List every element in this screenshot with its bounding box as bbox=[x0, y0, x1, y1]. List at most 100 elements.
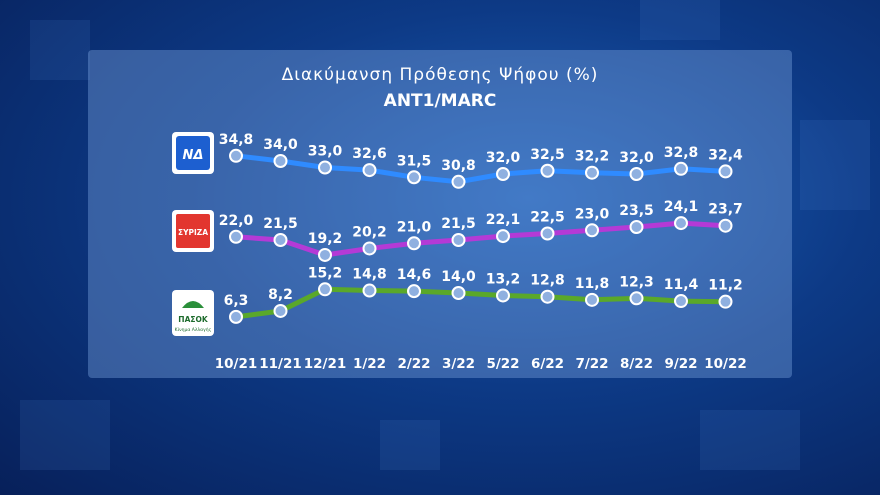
data-label: 15,2 bbox=[308, 265, 343, 281]
x-tick-label: 6/22 bbox=[531, 356, 564, 372]
data-point bbox=[362, 163, 377, 178]
data-point bbox=[451, 286, 466, 300]
series-line bbox=[235, 220, 726, 258]
pasok-logo: ΠΑΣΟΚ Κίνημα Αλλαγής bbox=[172, 290, 214, 336]
data-point bbox=[540, 163, 555, 178]
data-point bbox=[718, 218, 733, 233]
data-point bbox=[318, 160, 332, 175]
data-label: 20,2 bbox=[352, 224, 387, 240]
data-point bbox=[496, 167, 510, 181]
data-label: 14,8 bbox=[352, 267, 387, 283]
syriza-logo: ΣΥΡΙΖΑ bbox=[172, 210, 214, 252]
data-point bbox=[540, 289, 555, 304]
data-point bbox=[229, 229, 243, 244]
svg-text:ΝΔ: ΝΔ bbox=[183, 148, 204, 163]
data-label: 11,8 bbox=[575, 276, 610, 292]
data-point bbox=[407, 170, 421, 185]
data-label: 13,2 bbox=[486, 271, 521, 287]
background-tile bbox=[640, 0, 720, 40]
data-point bbox=[362, 283, 377, 298]
data-point bbox=[540, 226, 555, 241]
background-tile bbox=[20, 400, 110, 470]
chart-panel: Διακύμανση Πρόθεσης Ψήφου (%) ANT1/MARC … bbox=[88, 50, 792, 378]
x-tick-label: 9/22 bbox=[664, 356, 697, 372]
svg-text:ΠΑΣΟΚ: ΠΑΣΟΚ bbox=[178, 315, 209, 324]
data-label: 34,0 bbox=[263, 137, 298, 153]
data-label: 32,5 bbox=[530, 147, 565, 163]
data-label: 32,6 bbox=[352, 146, 387, 162]
data-label: 21,0 bbox=[397, 219, 432, 235]
background-tile bbox=[30, 20, 90, 80]
data-label: 14,0 bbox=[441, 269, 476, 285]
data-label: 19,2 bbox=[308, 231, 343, 247]
data-label: 12,8 bbox=[530, 273, 565, 289]
data-point bbox=[496, 288, 510, 303]
data-label: 32,2 bbox=[575, 149, 610, 165]
data-point bbox=[718, 164, 733, 179]
x-tick-label: 10/21 bbox=[215, 356, 258, 372]
data-point bbox=[451, 233, 466, 247]
data-label: 23,7 bbox=[708, 202, 743, 218]
data-label: 33,0 bbox=[308, 144, 343, 160]
data-label: 30,8 bbox=[441, 158, 476, 174]
data-point bbox=[273, 154, 288, 168]
data-point bbox=[229, 309, 243, 324]
x-axis: 10/21 11/21 12/21 1/22 2/22 3/22 5/22 6/22 7/22 8… bbox=[215, 356, 747, 372]
data-label: 21,5 bbox=[441, 216, 476, 232]
x-tick-label: 8/22 bbox=[620, 356, 653, 372]
data-point bbox=[273, 233, 288, 247]
data-point bbox=[674, 294, 688, 309]
data-point bbox=[674, 161, 688, 176]
data-label: 14,6 bbox=[397, 267, 432, 283]
data-label: 11,4 bbox=[664, 277, 699, 293]
data-point bbox=[674, 216, 688, 231]
background-tile bbox=[800, 120, 870, 210]
data-label: 8,2 bbox=[268, 287, 293, 303]
series-line bbox=[235, 286, 726, 320]
data-label: 31,5 bbox=[397, 153, 432, 169]
x-tick-label: 1/22 bbox=[353, 356, 386, 372]
data-label: 32,4 bbox=[708, 147, 743, 163]
data-point bbox=[362, 241, 377, 256]
data-label: 24,1 bbox=[664, 199, 699, 215]
series-line bbox=[235, 153, 726, 185]
svg-text:Κίνημα Αλλαγής: Κίνημα Αλλαγής bbox=[175, 326, 212, 333]
chart-title: Διακύμανση Πρόθεσης Ψήφου (%) bbox=[282, 65, 599, 85]
data-point bbox=[273, 303, 288, 318]
data-point bbox=[585, 223, 599, 238]
data-point bbox=[629, 220, 644, 234]
nd-logo: ΝΔ bbox=[172, 132, 214, 174]
x-tick-label: 3/22 bbox=[442, 356, 475, 372]
data-point bbox=[629, 167, 644, 181]
series-layer: 34,8 34,0 33,0 32,6 31,5 30,8 32,0 32,5 32,2 32,0… bbox=[219, 132, 743, 324]
data-label: 23,0 bbox=[575, 206, 610, 222]
background-tile bbox=[380, 420, 440, 470]
data-point bbox=[318, 282, 332, 297]
x-tick-label: 10/22 bbox=[704, 356, 747, 372]
series-2: 22,0 21,5 19,2 20,2 21,0 21,5 22,1 22,5 23,0 23,5… bbox=[219, 199, 743, 262]
svg-text:ΣΥΡΙΖΑ: ΣΥΡΙΖΑ bbox=[178, 228, 208, 237]
data-label: 22,0 bbox=[219, 213, 254, 229]
x-tick-label: 5/22 bbox=[486, 356, 519, 372]
data-point bbox=[451, 174, 466, 189]
data-point bbox=[629, 291, 644, 306]
x-tick-label: 12/21 bbox=[304, 356, 347, 372]
data-point bbox=[585, 165, 599, 180]
chart-subtitle: ANT1/MARC bbox=[384, 91, 497, 111]
x-tick-label: 2/22 bbox=[397, 356, 430, 372]
data-point bbox=[407, 236, 421, 251]
data-point bbox=[496, 229, 510, 244]
data-label: 34,8 bbox=[219, 132, 254, 148]
data-point bbox=[585, 292, 599, 307]
data-label: 32,0 bbox=[619, 150, 654, 166]
x-tick-label: 11/21 bbox=[259, 356, 302, 372]
data-label: 23,5 bbox=[619, 203, 654, 219]
data-point bbox=[407, 284, 421, 299]
data-label: 22,1 bbox=[486, 212, 521, 228]
data-label: 32,8 bbox=[664, 145, 699, 161]
data-label: 6,3 bbox=[224, 293, 249, 309]
data-point bbox=[229, 148, 243, 163]
x-tick-label: 7/22 bbox=[575, 356, 608, 372]
series-1: 34,8 34,0 33,0 32,6 31,5 30,8 32,0 32,5 32,2 32,0… bbox=[219, 132, 743, 189]
data-label: 21,5 bbox=[263, 216, 298, 232]
